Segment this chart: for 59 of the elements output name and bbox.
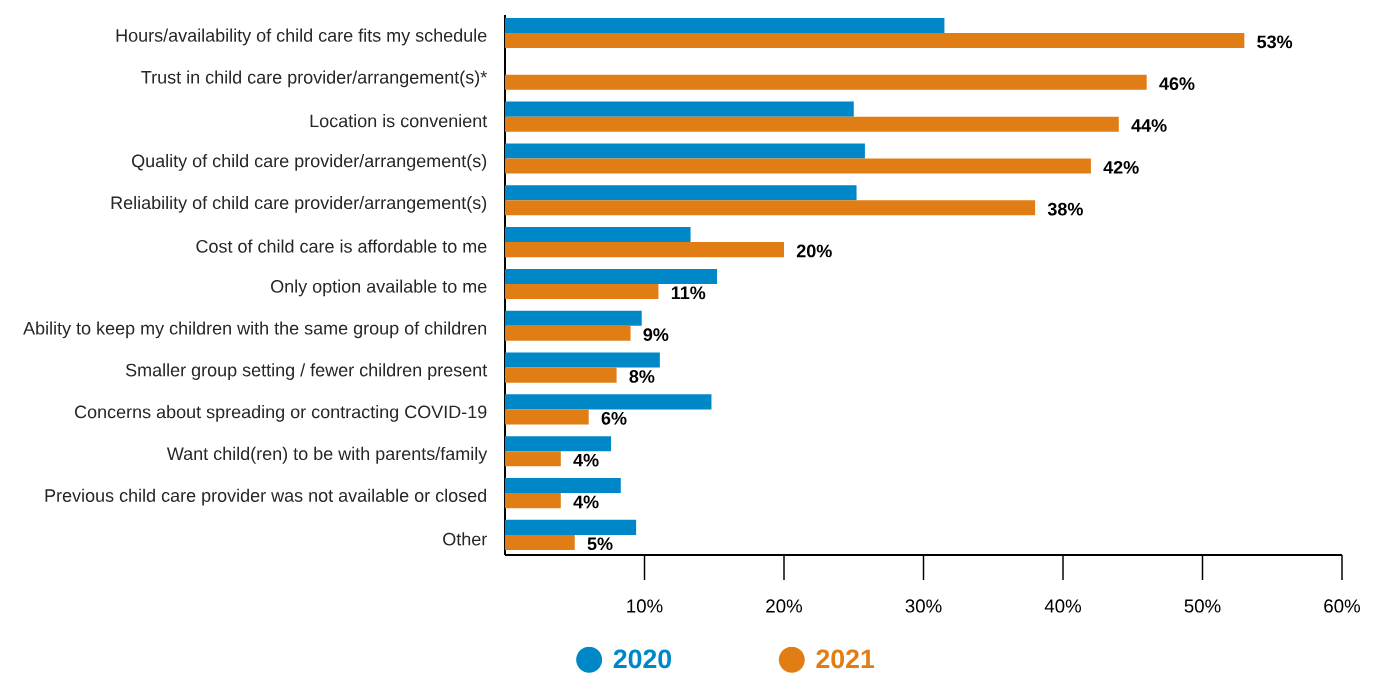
bar: [505, 367, 617, 383]
bar: [505, 519, 637, 535]
bar: [505, 143, 865, 159]
data-label: 20%: [796, 244, 832, 258]
data-label: 4%: [573, 453, 599, 467]
y-tick-label: Other: [443, 532, 487, 546]
x-tick-label: 20%: [766, 599, 803, 613]
data-label: 9%: [643, 328, 669, 341]
bar: [505, 158, 1091, 174]
y-tick-label: Location is convenient: [310, 114, 488, 128]
y-tick-label: Smaller group setting / fewer children present: [125, 363, 488, 380]
x-tick-label: 50%: [1184, 599, 1221, 613]
bar: [505, 478, 621, 494]
bar: [505, 409, 589, 425]
bar: [505, 283, 659, 300]
bar: [505, 101, 854, 117]
bar: [505, 310, 642, 326]
data-label: 8%: [629, 370, 655, 383]
bar: [505, 493, 561, 509]
y-tick-label: Only option available to me: [271, 279, 487, 297]
bar: [505, 242, 784, 258]
y-tick-label: Previous child care provider was not available or closed: [45, 488, 487, 506]
bar: [505, 352, 660, 368]
data-label: 53%: [1257, 35, 1293, 49]
bar: [505, 451, 561, 467]
data-label: 5%: [587, 537, 613, 551]
bar: [505, 394, 712, 410]
y-tick-label: Trust in child care provider/arrangement(s)*: [141, 70, 487, 88]
bar: [505, 74, 1147, 90]
bar: [505, 325, 631, 341]
data-label: 6%: [601, 411, 627, 425]
x-tick-label: 60%: [1324, 599, 1361, 613]
bar: [505, 185, 857, 201]
data-label: 4%: [573, 495, 599, 509]
bar: [505, 436, 612, 452]
x-tick-label: 30%: [905, 599, 942, 613]
y-tick-label: Reliability of child care provider/arrangement(s): [111, 195, 487, 213]
bar: [505, 534, 575, 550]
bar: [505, 116, 1119, 132]
y-tick-label: Quality of child care provider/arrangement(s): [132, 154, 487, 171]
data-label: 42%: [1103, 160, 1139, 174]
x-tick-label: 10%: [627, 599, 663, 613]
legend-label: 2021: [816, 649, 875, 669]
bar: [505, 227, 691, 243]
y-tick-label: Concerns about spreading or contracting COVID-19: [74, 405, 487, 422]
bar: [505, 200, 1036, 216]
bar: [505, 268, 718, 284]
data-label: 11%: [671, 286, 706, 300]
y-tick-label: Hours/availability of child care fits my schedule: [116, 28, 487, 46]
legend-label: 2020: [613, 649, 672, 669]
y-tick-label: Want child(ren) to be with parents/family: [166, 446, 488, 464]
data-label: 46%: [1159, 77, 1195, 91]
bar: [505, 32, 1245, 49]
data-label: 38%: [1047, 202, 1083, 216]
y-tick-label: Cost of child care is affordable to me: [196, 239, 487, 253]
x-tick-label: 40%: [1044, 599, 1082, 613]
data-label: 44%: [1131, 119, 1167, 132]
bar: [505, 17, 945, 33]
y-tick-label: Ability to keep my children with the same group of children: [23, 321, 487, 339]
